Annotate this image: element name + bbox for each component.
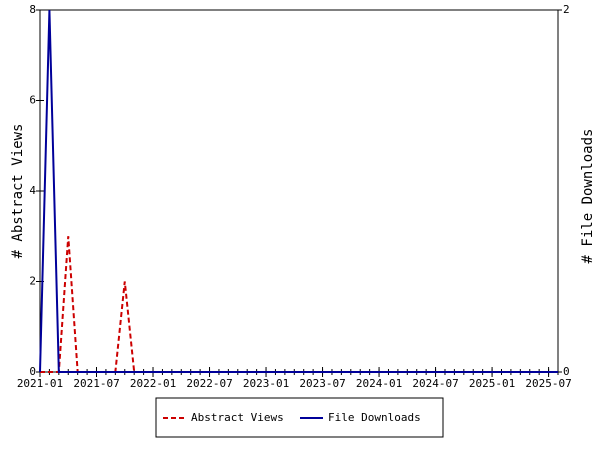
x-tick-label: 2021-07 <box>73 377 119 390</box>
series-line <box>39 9 558 373</box>
y-axis-label: # Abstract Views <box>10 124 26 259</box>
x-tick-label: 2022-07 <box>186 377 232 390</box>
x-tick-label: 2025-07 <box>525 377 571 390</box>
y-tick-label: 6 <box>29 94 36 107</box>
x-tick-label: 2021-01 <box>17 377 63 390</box>
y2-tick-label: 0 <box>563 365 570 378</box>
series-line <box>40 236 558 373</box>
x-tick-label: 2024-01 <box>356 377 402 390</box>
y2-tick-label: 2 <box>563 3 570 16</box>
y2-axis-label: # File Downloads <box>580 129 596 264</box>
legend-label: File Downloads <box>328 411 421 424</box>
legend-label: Abstract Views <box>191 411 284 424</box>
y-tick-label: 4 <box>29 184 36 197</box>
y-tick-label: 8 <box>29 3 36 16</box>
x-tick-label: 2023-07 <box>299 377 345 390</box>
y-tick-label: 0 <box>29 365 36 378</box>
x-tick-label: 2024-07 <box>412 377 458 390</box>
legend <box>155 397 444 438</box>
plot-frame <box>39 9 559 373</box>
y-tick-label: 2 <box>29 275 36 288</box>
x-tick-label: 2025-01 <box>469 377 515 390</box>
x-tick-label: 2023-01 <box>243 377 289 390</box>
x-tick-label: 2022-01 <box>130 377 176 390</box>
